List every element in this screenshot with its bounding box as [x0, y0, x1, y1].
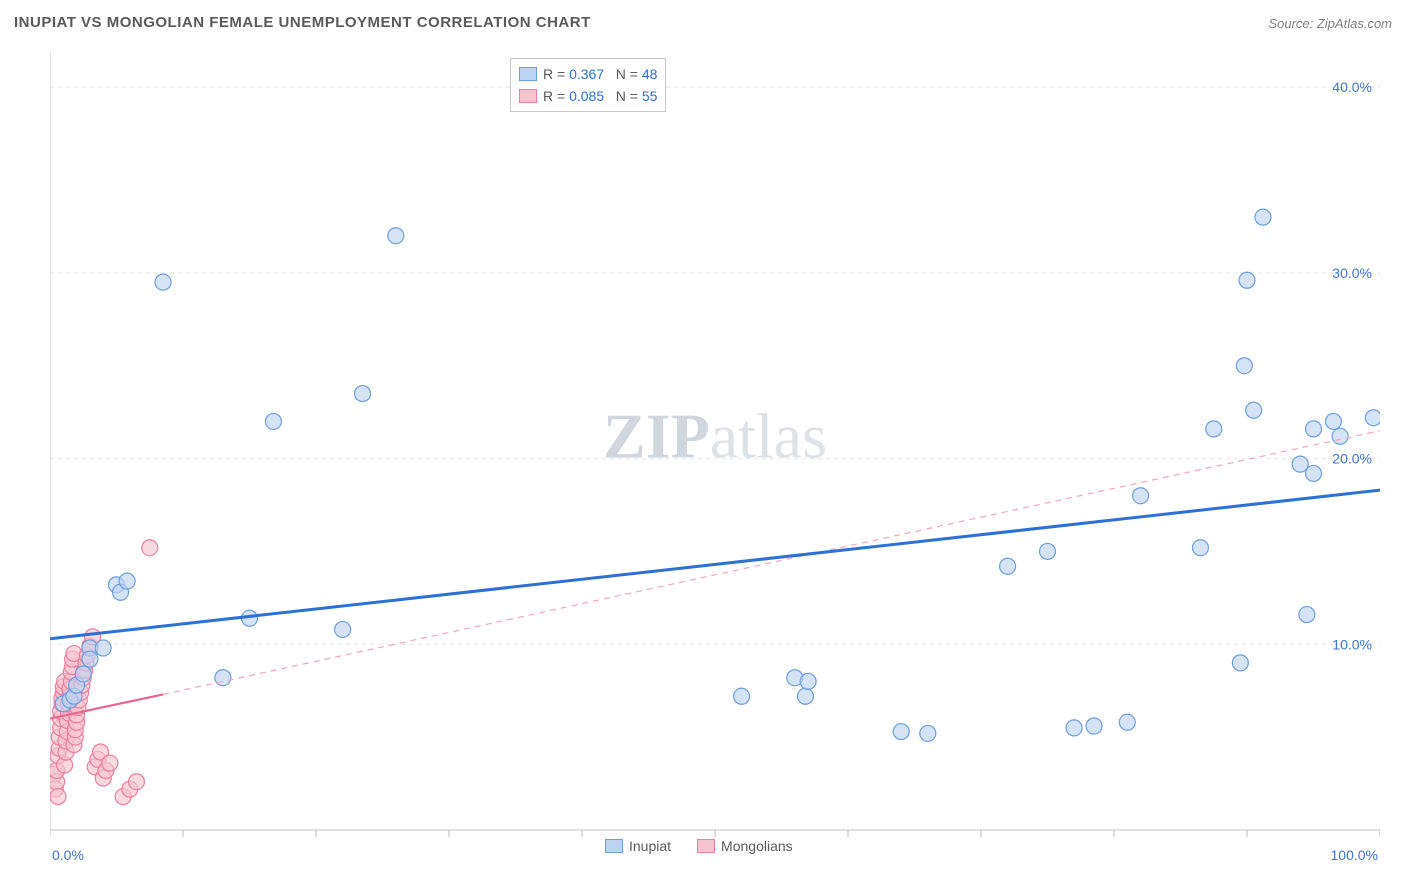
- stats-text: R = 0.085 N = 55: [543, 88, 657, 104]
- stats-row: R = 0.367 N = 48: [519, 63, 657, 85]
- stats-legend: R = 0.367 N = 48 R = 0.085 N = 55: [510, 58, 666, 112]
- stats-row: R = 0.085 N = 55: [519, 85, 657, 107]
- svg-text:100.0%: 100.0%: [1331, 847, 1378, 863]
- svg-text:0.0%: 0.0%: [52, 847, 84, 863]
- legend-label: Inupiat: [629, 838, 671, 854]
- legend-item: Mongolians: [697, 838, 793, 854]
- svg-text:40.0%: 40.0%: [1332, 79, 1372, 95]
- svg-text:20.0%: 20.0%: [1332, 451, 1372, 467]
- scatter-plot: 10.0% 20.0% 30.0% 40.0% 0.0% 100.0%: [50, 50, 1380, 880]
- stats-text: R = 0.367 N = 48: [543, 66, 657, 82]
- legend-item: Inupiat: [605, 838, 671, 854]
- legend-label: Mongolians: [721, 838, 793, 854]
- svg-text:10.0%: 10.0%: [1332, 636, 1372, 652]
- page-title: INUPIAT VS MONGOLIAN FEMALE UNEMPLOYMENT…: [14, 14, 591, 31]
- series-legend: Inupiat Mongolians: [605, 838, 793, 854]
- legend-swatch: [519, 67, 537, 81]
- chart-area: Female Unemployment 10.0%20.0%30.0%40.0%…: [50, 50, 1380, 830]
- legend-swatch: [605, 839, 623, 853]
- source-label: Source: ZipAtlas.com: [1268, 16, 1392, 31]
- legend-swatch: [697, 839, 715, 853]
- legend-swatch: [519, 89, 537, 103]
- svg-text:30.0%: 30.0%: [1332, 265, 1372, 281]
